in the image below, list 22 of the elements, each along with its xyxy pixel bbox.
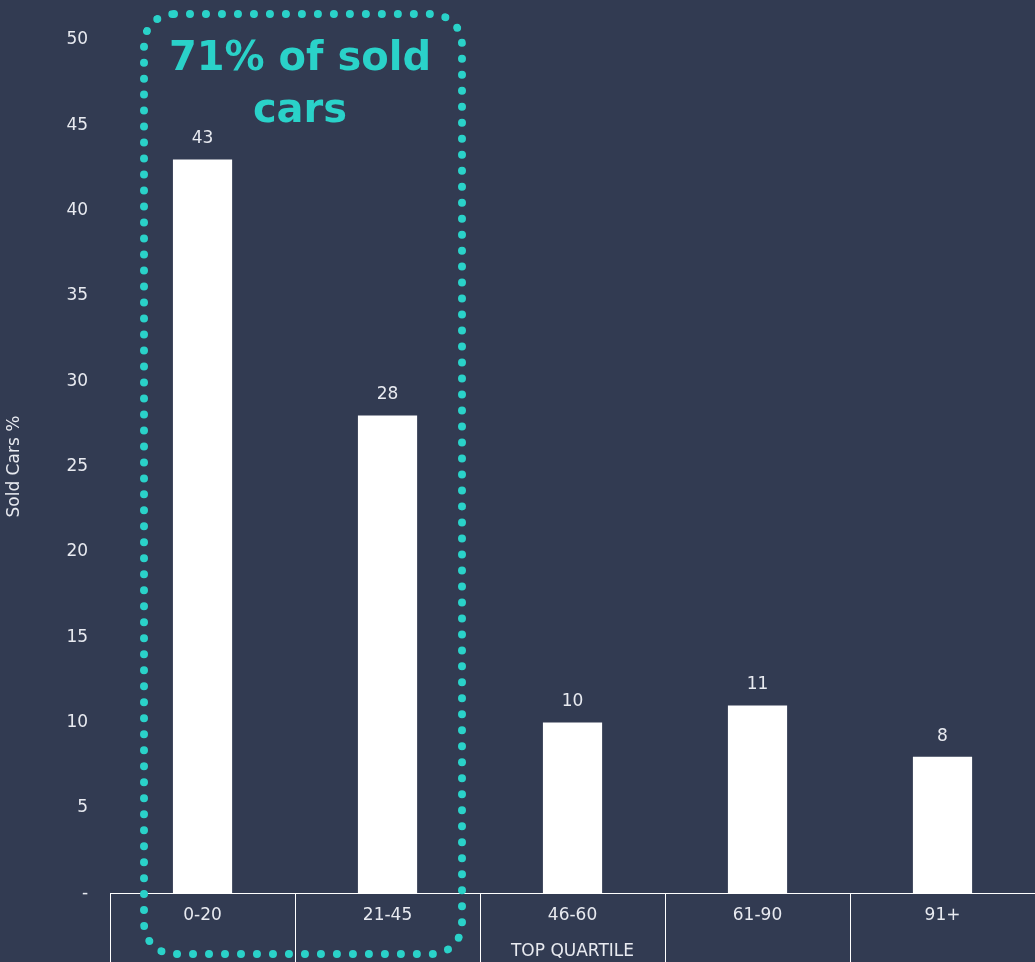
y-tick-label: 35 [66,284,89,305]
y-tick-label: 5 [77,796,89,817]
x-tick-label: 21-45 [362,903,413,924]
x-tick-label: 61-90 [732,903,783,924]
x-tick-label: 0-20 [183,903,222,924]
y-axis-title: Sold Cars % [2,415,23,518]
y-tick-label: 15 [66,625,89,646]
x-tick-label: 46-60 [547,903,598,924]
y-tick-label: 40 [66,199,89,220]
y-tick-label: 50 [66,28,89,49]
y-tick-label: 20 [66,540,89,561]
y-tick-label: 45 [66,113,89,134]
y-tick-label: 10 [66,710,89,731]
data-label: 11 [746,673,769,694]
x-axis-title: TOP QUARTILE [509,940,635,961]
x-tick-label: 91+ [924,903,961,924]
y-tick-label: - [81,881,89,902]
data-label: 28 [376,383,399,404]
y-tick-label: 30 [66,369,89,390]
y-tick-label: 25 [66,455,89,476]
data-label: 8 [937,724,948,745]
data-label: 10 [561,690,584,711]
